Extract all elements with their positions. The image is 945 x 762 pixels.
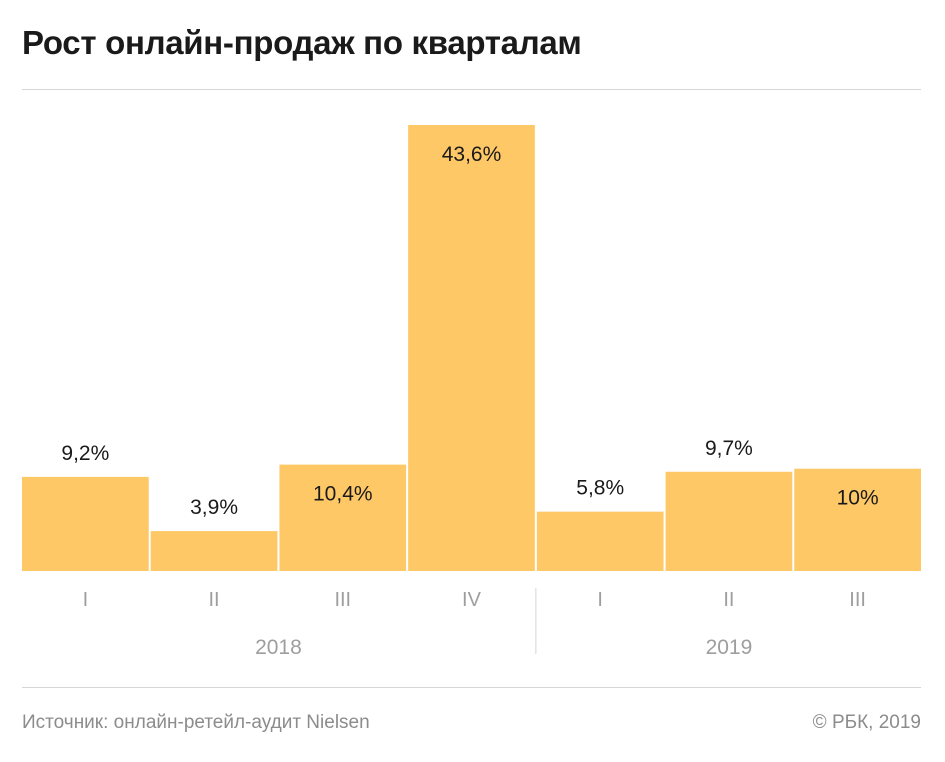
bar-3 [279, 464, 407, 571]
data-label-7: 10% [837, 487, 879, 510]
data-label-2: 3,9% [190, 496, 238, 519]
category-label-3: III [334, 589, 351, 611]
chart-title: Рост онлайн-продаж по кварталам [22, 24, 582, 61]
bar-chart: 9,2% I 3,9% II 10,4% III 43,6% IV 5,8% I 9,7% II 10%… [22, 125, 921, 659]
bottom-divider [22, 687, 921, 688]
category-label-4: IV [462, 589, 482, 611]
data-label-6: 9,7% [705, 437, 753, 460]
copyright-note: © РБК, 2019 [812, 712, 921, 733]
bar-2 [150, 531, 278, 571]
top-divider [22, 89, 921, 90]
bar-5 [536, 511, 664, 571]
group-label-2019: 2019 [706, 636, 753, 659]
bar-6 [665, 471, 793, 571]
bar-1 [22, 476, 149, 571]
data-label-3: 10,4% [313, 483, 373, 506]
data-label-5: 5,8% [576, 477, 624, 500]
category-label-5: I [597, 589, 603, 611]
bar-7 [794, 468, 921, 571]
data-label-4: 43,6% [442, 143, 502, 166]
source-note: Источник: онлайн-ретейл-аудит Nielsen [22, 712, 370, 733]
bar-4 [408, 125, 535, 571]
group-label-2018: 2018 [255, 636, 302, 659]
category-label-6: II [723, 589, 734, 611]
category-label-7: III [849, 589, 866, 611]
category-label-1: I [83, 589, 89, 611]
data-label-1: 9,2% [61, 442, 109, 465]
category-label-2: II [209, 589, 220, 611]
